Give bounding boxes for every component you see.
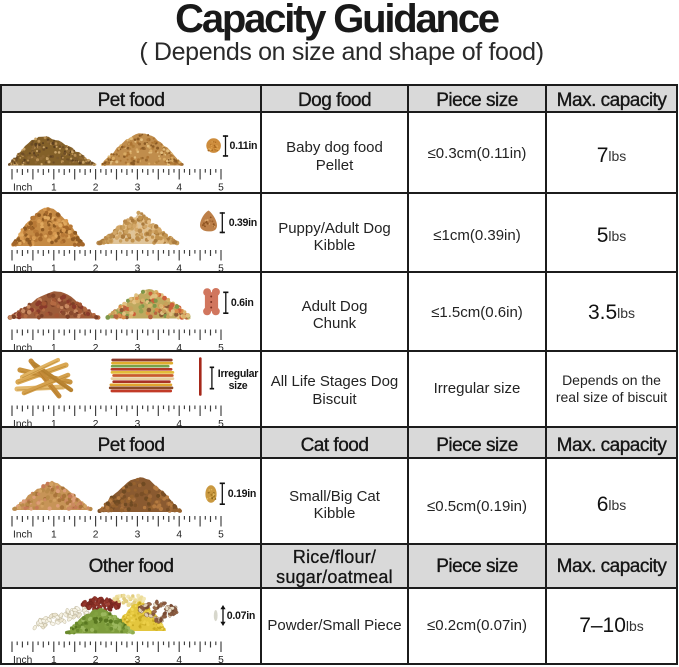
svg-text:Inch: Inch [13, 343, 32, 354]
svg-text:3: 3 [135, 183, 141, 194]
svg-text:2: 2 [93, 183, 99, 194]
svg-text:4: 4 [176, 419, 182, 430]
svg-text:Inch: Inch [13, 264, 32, 275]
svg-text:1: 1 [51, 343, 57, 354]
svg-text:5: 5 [218, 530, 224, 541]
svg-text:2: 2 [93, 343, 99, 354]
svg-text:1: 1 [51, 264, 57, 275]
svg-text:5: 5 [218, 655, 224, 666]
svg-text:5: 5 [218, 343, 224, 354]
svg-text:3: 3 [135, 530, 141, 541]
svg-text:Inch: Inch [13, 655, 32, 666]
svg-text:4: 4 [176, 343, 182, 354]
svg-text:1: 1 [51, 419, 57, 430]
svg-text:3: 3 [135, 655, 141, 666]
svg-text:2: 2 [93, 530, 99, 541]
svg-text:3: 3 [135, 264, 141, 275]
svg-text:5: 5 [218, 264, 224, 275]
svg-text:5: 5 [218, 419, 224, 430]
svg-text:Inch: Inch [13, 530, 32, 541]
svg-text:1: 1 [51, 655, 57, 666]
svg-text:3: 3 [135, 419, 141, 430]
svg-text:Inch: Inch [13, 183, 32, 194]
svg-text:4: 4 [176, 264, 182, 275]
svg-text:2: 2 [93, 264, 99, 275]
svg-text:2: 2 [93, 655, 99, 666]
svg-text:4: 4 [176, 530, 182, 541]
svg-text:1: 1 [51, 183, 57, 194]
svg-text:3: 3 [135, 343, 141, 354]
svg-text:4: 4 [176, 655, 182, 666]
svg-text:4: 4 [176, 183, 182, 194]
svg-text:Inch: Inch [13, 419, 32, 430]
svg-text:5: 5 [218, 183, 224, 194]
svg-text:2: 2 [93, 419, 99, 430]
svg-text:1: 1 [51, 530, 57, 541]
